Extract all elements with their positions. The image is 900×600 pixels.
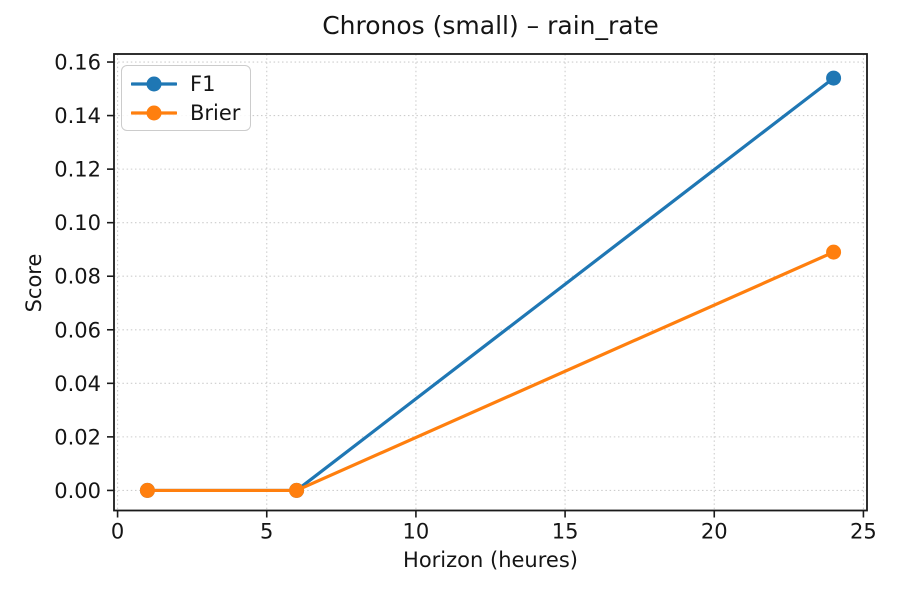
legend-sample-f1	[131, 76, 177, 91]
y-tick-label: 0.08	[54, 265, 101, 289]
y-tick-label: 0.14	[54, 104, 101, 128]
legend-item-brier: Brier	[122, 98, 250, 127]
y-tick-label: 0.16	[54, 51, 101, 75]
y-tick-label: 0.10	[54, 211, 101, 235]
data-point-f1	[826, 70, 842, 86]
chart-title: Chronos (small) – rain_rate	[322, 11, 659, 40]
x-tick-label: 5	[260, 520, 273, 544]
y-tick-label: 0.06	[54, 318, 101, 342]
data-point-brier	[289, 482, 305, 498]
axes-spines	[113, 53, 868, 512]
x-tick-label: 20	[701, 520, 728, 544]
x-tick-label: 0	[111, 520, 124, 544]
x-tick-label: 25	[850, 520, 877, 544]
data-point-brier	[826, 244, 842, 260]
legend-item-f1: F1	[122, 69, 250, 98]
series-line-brier	[145, 250, 836, 493]
legend: F1 Brier	[121, 65, 251, 131]
x-tick-label: 15	[552, 520, 579, 544]
y-tick-label: 0.02	[54, 425, 101, 449]
y-tick-label: 0.12	[54, 158, 101, 182]
legend-label-f1: F1	[190, 71, 216, 96]
y-axis-label: Score	[22, 253, 46, 313]
x-tick-label: 10	[403, 520, 430, 544]
series-line-f1	[145, 76, 836, 493]
y-tick-label: 0.00	[54, 479, 101, 503]
x-axis-label: Horizon (heures)	[403, 548, 578, 572]
y-tick-label: 0.04	[54, 372, 101, 396]
legend-sample-brier	[131, 105, 177, 120]
data-point-brier	[139, 482, 155, 498]
legend-marker-icon	[146, 105, 162, 120]
legend-marker-icon	[146, 76, 162, 91]
legend-label-brier: Brier	[190, 100, 241, 125]
